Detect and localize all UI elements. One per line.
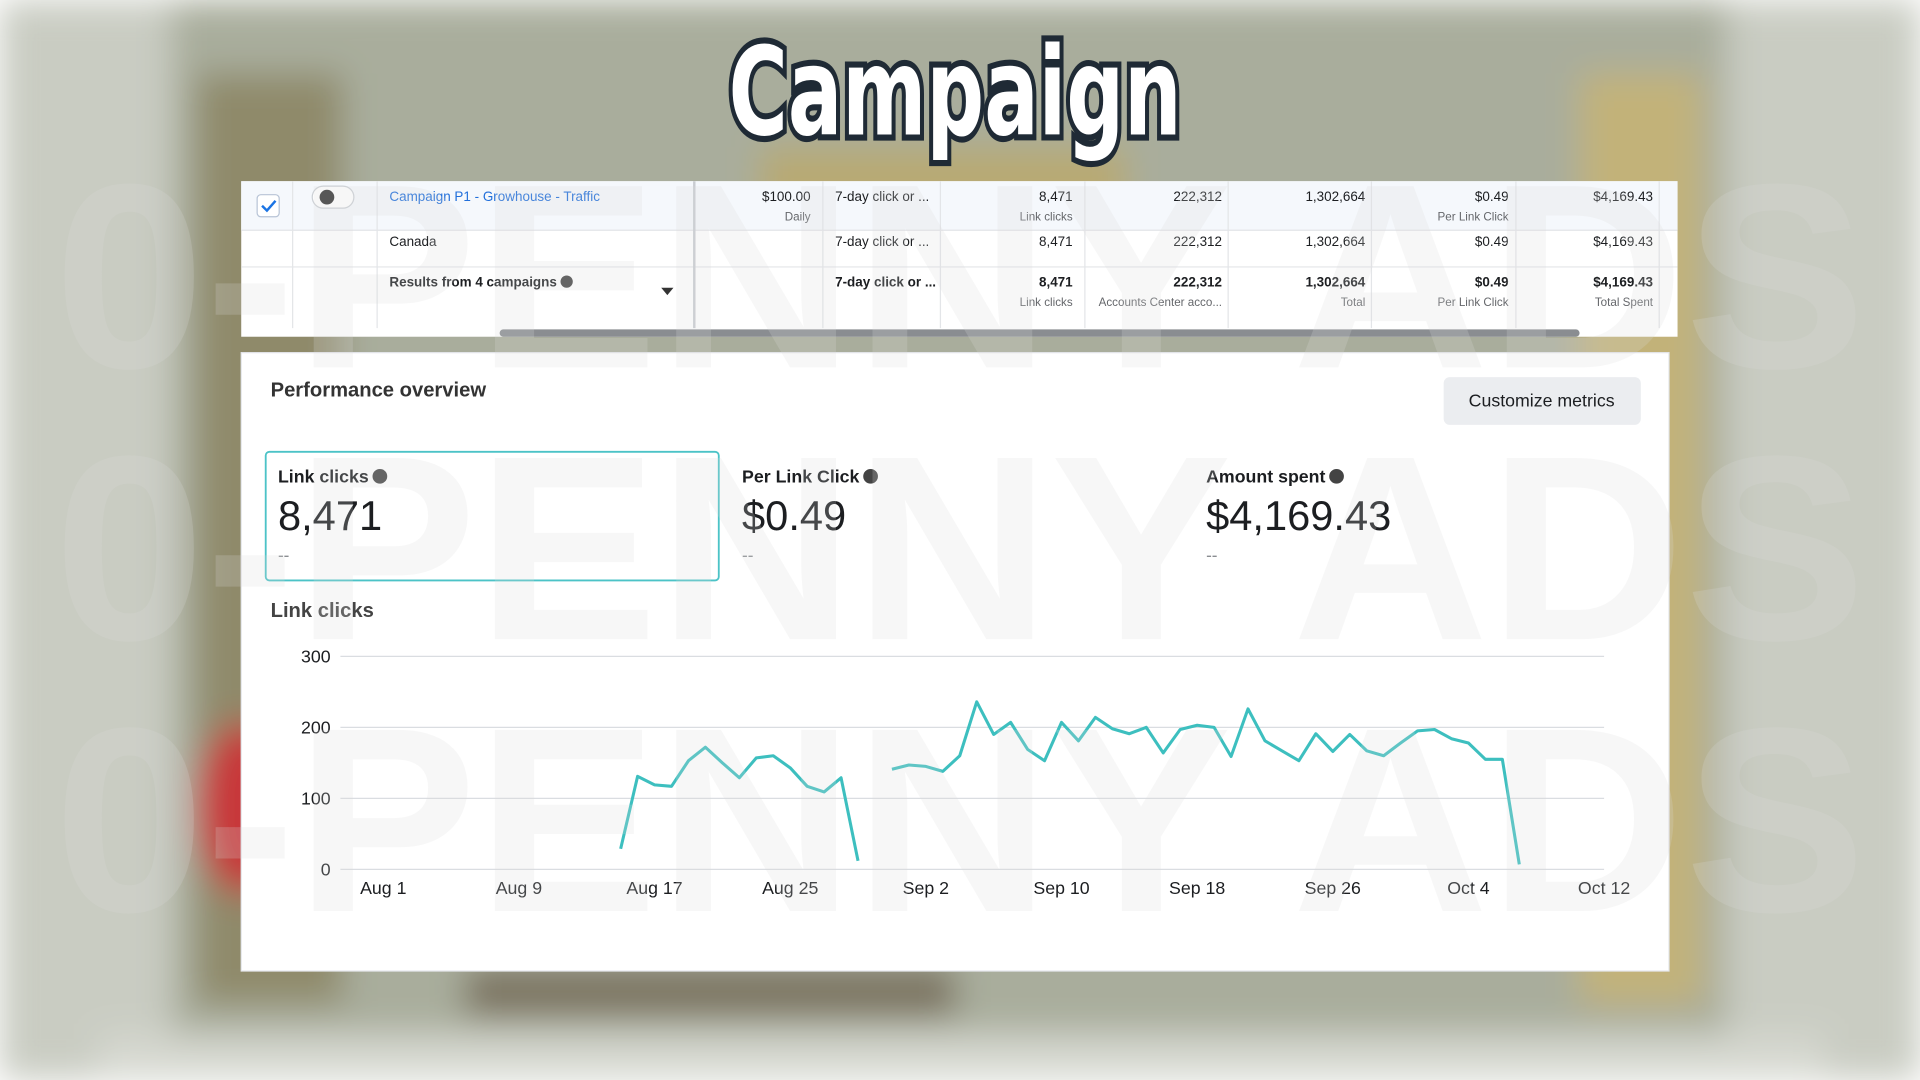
cell-text: 7-day click or ...: [835, 189, 929, 204]
cell-subtext: Daily: [785, 210, 811, 223]
cell-text: 1,302,664: [1305, 234, 1365, 249]
cell-text: $100.00: [762, 189, 811, 204]
dropdown-arrow[interactable]: [661, 287, 674, 296]
cell-text: $4,169.43: [1593, 189, 1653, 204]
cell-text: 222,312: [1173, 234, 1222, 249]
x-tick-label: Oct 12: [1578, 878, 1630, 898]
selected-metric[interactable]: [264, 450, 720, 582]
cell-text: $0.49: [1475, 189, 1509, 204]
metric-change: --: [742, 545, 753, 565]
chart: 0 100 200 300 Aug 1 Aug 9 Aug 17 Aug 25 Sep 2 Sep…: [301, 646, 1630, 897]
cell-text: 8,471: [1039, 189, 1073, 204]
y-tick-label: 0: [321, 860, 331, 880]
cell-subtext: Link clicks: [1020, 296, 1073, 309]
scrollbar[interactable]: [499, 329, 1580, 337]
metric-value: $4,169.43: [1206, 492, 1391, 539]
y-tick-label: 100: [301, 788, 331, 808]
metric-value: $0.49: [742, 492, 846, 539]
overview-title: Performance overview: [271, 380, 487, 402]
watermark-text: 0-PENNY ADS: [54, 673, 1866, 967]
x-tick-label: Sep 2: [903, 878, 949, 898]
cell-text: Canada: [389, 234, 437, 249]
cell-text: $4,169.43: [1593, 275, 1653, 290]
cell-subtext: Link clicks: [1020, 210, 1073, 223]
customize-button-label[interactable]: Customize metrics: [1469, 391, 1615, 411]
cell-text: $0.49: [1475, 234, 1509, 249]
cell-text: 7-day click or ...: [835, 275, 936, 290]
y-tick-label: 300: [301, 646, 331, 666]
x-tick-label: Aug 25: [762, 878, 818, 898]
cell-text: 7-day click or ...: [835, 234, 929, 249]
cell-text: 222,312: [1173, 189, 1222, 204]
table: Campaign P1 - Growhouse - Traffic $100.00…: [241, 181, 1678, 337]
y-tick-label: 200: [301, 717, 331, 737]
x-tick-label: Aug 1: [360, 878, 406, 898]
table-cells: Campaign P1 - Growhouse - Traffic $100.00…: [389, 189, 1653, 309]
watermark-text: 0-PENNY ADS: [54, 129, 1866, 423]
cell-subtext: Accounts Center acco...: [1099, 296, 1222, 309]
cell-text: 222,312: [1173, 275, 1222, 290]
metric-label: Amount spent: [1206, 466, 1325, 486]
metric-change: --: [1206, 545, 1217, 565]
x-tick-label: Sep 10: [1033, 878, 1089, 898]
x-tick-label: Oct 4: [1447, 878, 1490, 898]
info-icon: [863, 468, 878, 484]
cell-text: Campaign P1 - Growhouse - Traffic: [389, 189, 600, 204]
toggle-knob: [319, 189, 335, 205]
metric-value: 8,471: [278, 492, 382, 539]
overview-card: Performance overview Customize metrics L…: [240, 352, 1670, 972]
cell-subtext: Total Spent: [1595, 296, 1654, 309]
cell-text: 1,302,664: [1305, 275, 1365, 290]
x-tick-label: Aug 17: [626, 878, 682, 898]
metric-label: Per Link Click: [742, 466, 860, 486]
watermark-text: 0-PENNY ADS: [54, 401, 1866, 695]
cell-text: 1,302,664: [1305, 189, 1365, 204]
cell-subtext: Per Link Click: [1438, 296, 1509, 309]
cell-text: Results from 4 campaigns: [389, 275, 556, 290]
x-tick-label: Aug 9: [496, 878, 543, 898]
info-icon: [560, 275, 573, 288]
cell-text: 8,471: [1039, 234, 1073, 249]
cell-text: 8,471: [1039, 275, 1073, 290]
chart-title: Link clicks: [271, 600, 374, 622]
cell-subtext: Per Link Click: [1438, 210, 1509, 223]
line-series: [619, 700, 1521, 865]
cell-text: $0.49: [1475, 275, 1509, 290]
row-checkbox[interactable]: [256, 194, 280, 218]
metric-change: --: [278, 545, 289, 565]
info-icon: [372, 468, 388, 484]
info-icon: [1329, 468, 1344, 484]
checkmark: [261, 200, 277, 213]
metrics: Link clicks 8,471 -- Per Link Click $0.49 -- A…: [278, 466, 1391, 564]
x-tick-label: Sep 18: [1169, 878, 1225, 898]
cell-text: $4,169.43: [1593, 234, 1653, 249]
metric-label: Link clicks: [278, 466, 369, 486]
cell-subtext: Total: [1341, 296, 1366, 309]
x-tick-label: Sep 26: [1305, 878, 1361, 898]
page-title: Campaign: [729, 21, 1182, 164]
customize-button[interactable]: [1443, 377, 1641, 425]
